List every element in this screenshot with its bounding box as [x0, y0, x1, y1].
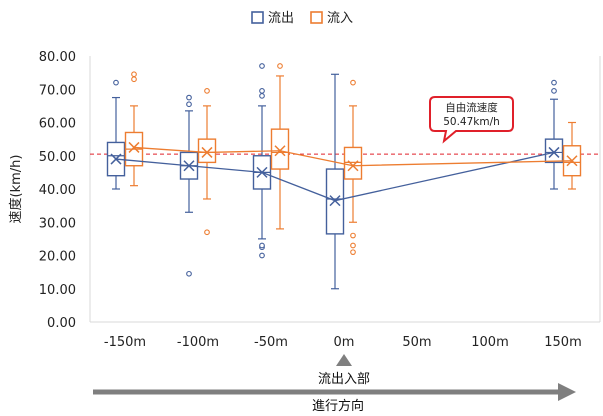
y-tick-label: 30.00	[39, 216, 76, 231]
y-tick-label: 40.00	[39, 183, 76, 198]
outlier-point	[277, 63, 283, 69]
mean-marker-outflow	[110, 153, 122, 165]
x-tick-label: -150m	[104, 335, 146, 350]
box-outflow	[544, 79, 564, 190]
outlier-point	[350, 249, 356, 256]
mean-x-stroke	[128, 141, 140, 153]
mean-marker-outflow	[256, 166, 268, 178]
mean-x-stroke	[548, 146, 560, 158]
box-body	[343, 146, 363, 180]
direction-label: 進行方向	[312, 398, 364, 412]
junction-triangle-icon	[336, 354, 352, 366]
mean-x-stroke	[274, 145, 286, 157]
mean-x-stroke	[329, 195, 341, 207]
mean-marker-outflow	[183, 160, 195, 172]
box-inflow	[343, 79, 363, 256]
box-body	[197, 138, 217, 164]
axes: 0.00 10.00 20.00 30.00 40.00 50.00 60.00 70.00 8…	[8, 50, 601, 350]
mean-marker-inflow	[201, 146, 213, 158]
box-outflow	[325, 73, 345, 290]
callout-line-1: 自由流速度	[445, 101, 498, 114]
box-inflow	[197, 88, 217, 236]
x-tick-label: -50m	[254, 335, 288, 350]
mean-lines-group	[110, 141, 578, 207]
box-outflow	[106, 79, 126, 190]
y-tick-label: 20.00	[39, 250, 76, 265]
outlier-point	[259, 242, 265, 249]
callout-line-2: 50.47km/h	[443, 116, 500, 128]
box-outflow	[252, 63, 272, 259]
mean-marker-outflow	[548, 146, 560, 158]
outlier-point	[259, 88, 265, 94]
mean-x-stroke	[566, 155, 578, 167]
outlier-point	[259, 63, 265, 69]
outlier-point	[551, 79, 557, 86]
mean-marker-outflow	[329, 195, 341, 207]
box-inflow	[562, 121, 582, 190]
outlier-point	[204, 229, 210, 236]
mean-marker-inflow	[566, 155, 578, 167]
mean-marker-inflow	[274, 145, 286, 157]
direction-arrow-head-icon	[558, 383, 576, 401]
mean-x-stroke	[347, 160, 359, 172]
y-tick-label: 70.00	[39, 83, 76, 98]
junction-label: 流出入部	[318, 372, 370, 387]
y-tick-label: 10.00	[39, 283, 76, 298]
outlier-point	[186, 101, 192, 108]
x-tick-label: 150m	[544, 335, 581, 350]
x-tick-label: 50m	[402, 335, 431, 350]
y-tick-label: 60.00	[39, 117, 76, 132]
legend-label-outflow: 流出	[268, 11, 294, 26]
x-tick-label: 100m	[471, 335, 508, 350]
outlier-point	[113, 79, 119, 86]
outlier-point	[259, 93, 265, 99]
mean-x-stroke	[110, 153, 122, 165]
box-body	[270, 128, 290, 170]
outlier-point	[131, 76, 137, 83]
mean-x-stroke	[183, 160, 195, 172]
x-tick-label: 0m	[334, 335, 355, 350]
y-tick-label: 80.00	[39, 50, 76, 65]
callout-bubble	[429, 96, 514, 144]
y-tick-label: 50.00	[39, 150, 76, 165]
mean-marker-inflow	[128, 141, 140, 153]
mean-x-stroke	[201, 146, 213, 158]
box-outflow	[179, 94, 199, 277]
y-tick-label: 0.00	[47, 316, 76, 331]
box-inflow	[124, 71, 144, 187]
legend: 流出 流入	[251, 11, 353, 26]
box-inflow	[270, 63, 290, 230]
outlier-point	[186, 94, 192, 101]
mean-marker-inflow	[347, 160, 359, 172]
outlier-point	[350, 232, 356, 239]
boxes-group	[106, 63, 582, 290]
outlier-point	[259, 252, 265, 259]
mean-x-stroke	[256, 166, 268, 178]
legend-swatch-inflow	[310, 11, 323, 24]
outlier-point	[186, 270, 192, 277]
callout-group: 自由流速度 50.47km/h	[429, 96, 514, 144]
box-body	[544, 138, 564, 164]
outlier-point	[350, 242, 356, 249]
outlier-point	[204, 88, 210, 94]
outlier-point	[131, 71, 137, 78]
y-axis-label: 速度(km/h)	[8, 155, 24, 224]
x-tick-label: -100m	[177, 335, 219, 350]
outlier-point	[350, 79, 356, 86]
legend-label-inflow: 流入	[327, 11, 353, 26]
legend-swatch-outflow	[251, 11, 264, 24]
outlier-point	[551, 88, 557, 94]
